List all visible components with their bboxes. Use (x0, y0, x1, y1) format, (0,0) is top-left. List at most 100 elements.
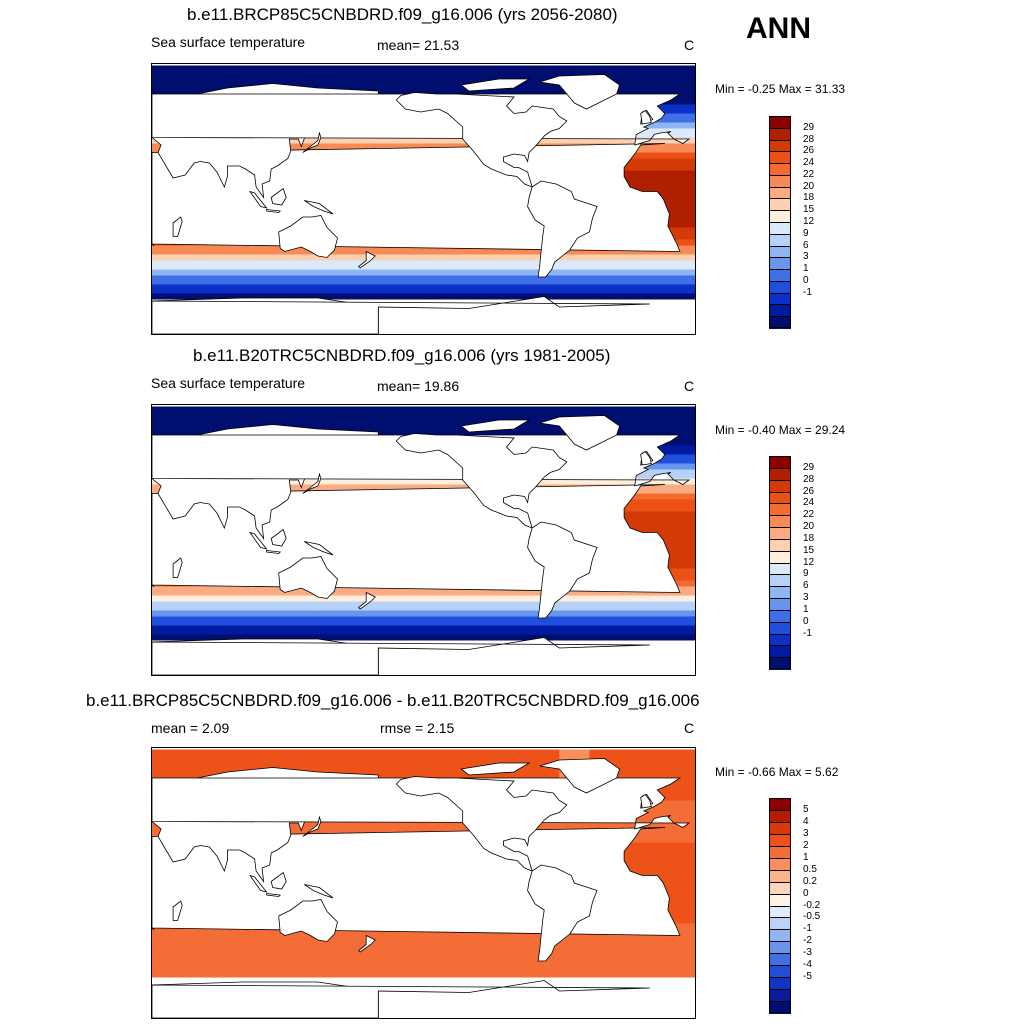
ocean-cell (272, 421, 289, 426)
ocean-cell (197, 263, 213, 268)
ocean-cell (664, 197, 681, 202)
ocean-cell (302, 281, 319, 286)
ocean-cell (664, 457, 681, 462)
ocean-cell (664, 466, 681, 471)
ocean-cell (679, 119, 695, 124)
ocean-cell (468, 317, 485, 322)
ocean-cell (197, 86, 213, 91)
ocean-cell (468, 278, 485, 283)
ocean-cell (574, 293, 590, 298)
ocean-cell (348, 263, 364, 268)
ocean-cell (257, 245, 274, 250)
ocean-cell (227, 275, 244, 280)
ocean-cell (393, 89, 409, 94)
ocean-cell (378, 430, 394, 435)
ocean-cell (453, 320, 470, 325)
ocean-cell (257, 68, 274, 73)
ocean-cell (679, 266, 695, 271)
ocean-cell (634, 74, 651, 79)
ocean-cell (559, 263, 575, 268)
ocean-cell (408, 421, 425, 426)
ocean-cell (634, 77, 651, 82)
ocean-cell (679, 224, 695, 229)
ocean-cell (544, 68, 560, 73)
ocean-cell (468, 320, 485, 325)
ocean-cell (634, 89, 651, 94)
ocean-cell (257, 251, 274, 256)
ocean-cell (649, 320, 666, 325)
ocean-cell (197, 257, 213, 262)
ocean-cell (483, 326, 500, 331)
ocean-cell (152, 254, 168, 259)
ocean-cell (468, 412, 485, 417)
ocean-cell (514, 424, 530, 429)
ocean-cell (348, 290, 364, 295)
ocean-cell (438, 326, 455, 331)
ocean-cell (664, 451, 681, 456)
ocean-cell (589, 263, 606, 268)
ocean-cell (679, 412, 695, 417)
ocean-cell (197, 415, 213, 420)
ocean-cell (152, 251, 168, 256)
ocean-cell (664, 430, 681, 435)
ocean-cell (634, 472, 651, 477)
ocean-cell (634, 65, 651, 70)
ocean-cell (423, 77, 440, 82)
ocean-cell (679, 415, 695, 420)
ocean-cell (227, 412, 244, 417)
ocean-cell (679, 523, 695, 528)
ocean-cell (423, 481, 440, 486)
ocean-cell (257, 269, 274, 274)
minmax-label: Min = -0.25 Max = 31.33 (715, 82, 846, 96)
ocean-cell (333, 272, 349, 277)
ocean-cell (559, 311, 575, 316)
ocean-cell (619, 317, 636, 322)
ocean-cell (453, 418, 470, 423)
ocean-cell (679, 74, 695, 79)
ocean-cell (679, 544, 695, 549)
ocean-cell (514, 68, 530, 73)
ocean-cell (167, 260, 183, 265)
ocean-cell (378, 290, 394, 295)
ocean-cell (529, 272, 545, 277)
ocean-cell (333, 427, 349, 432)
ocean-cell (272, 260, 289, 265)
ocean-cell (559, 269, 575, 274)
ocean-cell (544, 71, 560, 76)
ocean-cell (619, 511, 636, 516)
ocean-cell (212, 415, 228, 420)
ocean-cell (589, 293, 606, 298)
ocean-cell (167, 248, 183, 253)
ocean-cell (378, 418, 394, 423)
ocean-cell (664, 260, 681, 265)
ocean-cell (197, 406, 213, 411)
ocean-cell (529, 320, 545, 325)
ocean-cell (634, 326, 651, 331)
ocean-cell (453, 254, 470, 259)
ocean-cell (664, 448, 681, 453)
ocean-cell (529, 305, 545, 310)
ocean-cell (393, 484, 409, 489)
ocean-cell (317, 146, 334, 151)
ocean-cell (514, 266, 530, 271)
ocean-cell (393, 326, 409, 331)
ocean-cell (619, 164, 636, 169)
ocean-cell (152, 77, 168, 82)
ocean-cell (514, 71, 530, 76)
ocean-cell (604, 311, 621, 316)
ocean-cell (649, 517, 666, 522)
ocean-cell (423, 299, 440, 304)
ocean-cell (559, 284, 575, 289)
ocean-cell (302, 284, 319, 289)
ocean-cell (408, 269, 425, 274)
ocean-cell (604, 272, 621, 277)
ocean-cell (152, 287, 168, 292)
ocean-cell (152, 68, 168, 73)
ocean-cell (649, 167, 666, 172)
ocean-cell (287, 409, 304, 414)
ocean-cell (574, 290, 590, 295)
ocean-cell (363, 427, 379, 432)
ocean-cell (348, 245, 364, 250)
ocean-cell (483, 415, 500, 420)
ocean-cell (544, 284, 560, 289)
